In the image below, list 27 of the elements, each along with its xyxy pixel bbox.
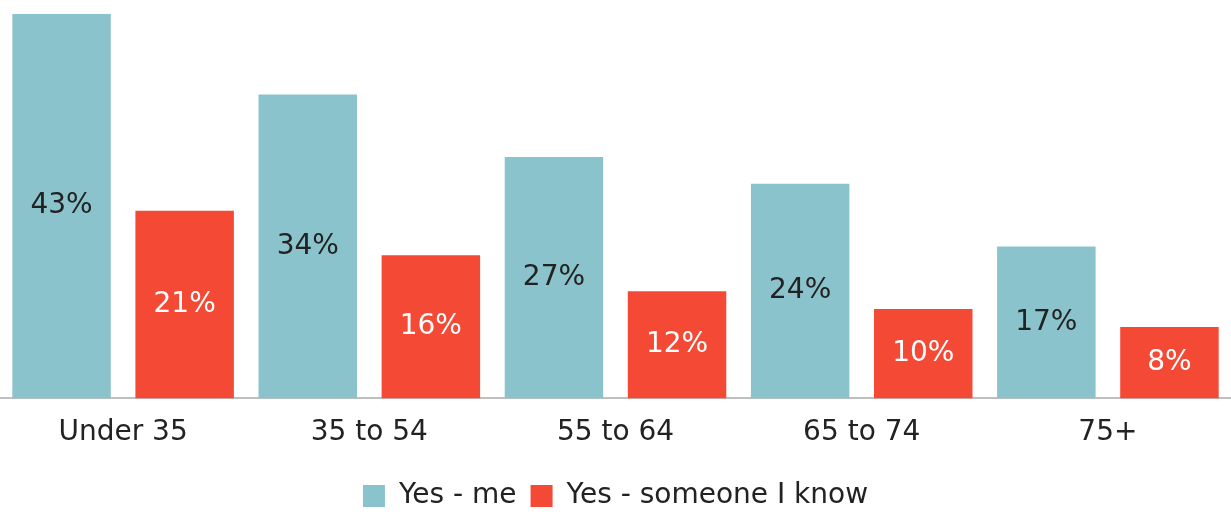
- x-tick-label: 55 to 64: [556, 414, 675, 448]
- data-label: 21%: [153, 285, 216, 319]
- bar: [12, 14, 111, 399]
- data-label: 24%: [769, 272, 832, 306]
- legend-label: Yes - me: [397, 477, 517, 511]
- bar: [504, 157, 604, 399]
- x-tick-label: Under 35: [58, 414, 188, 448]
- data-label: 27%: [522, 259, 586, 292]
- bar: [627, 291, 727, 399]
- bar: [750, 183, 850, 399]
- bar: [381, 255, 481, 399]
- data-label: 34%: [276, 227, 339, 261]
- x-tick-label: 65 to 74: [803, 414, 921, 448]
- data-label: 12%: [645, 326, 709, 360]
- data-label: 43%: [30, 187, 93, 221]
- data-label: 17%: [1015, 303, 1078, 337]
- bar: [997, 246, 1096, 399]
- data-label: 16%: [399, 308, 462, 342]
- x-tick-label: 75+: [1078, 414, 1138, 448]
- bar: [258, 94, 357, 399]
- bar: [135, 210, 234, 399]
- bar: [874, 309, 973, 399]
- data-label: 10%: [892, 334, 955, 368]
- bar: [1120, 326, 1219, 399]
- data-label: 8%: [1147, 343, 1192, 377]
- x-tick-label: 35 to 54: [310, 414, 428, 448]
- legend-label: Yes - someone I know: [565, 477, 869, 511]
